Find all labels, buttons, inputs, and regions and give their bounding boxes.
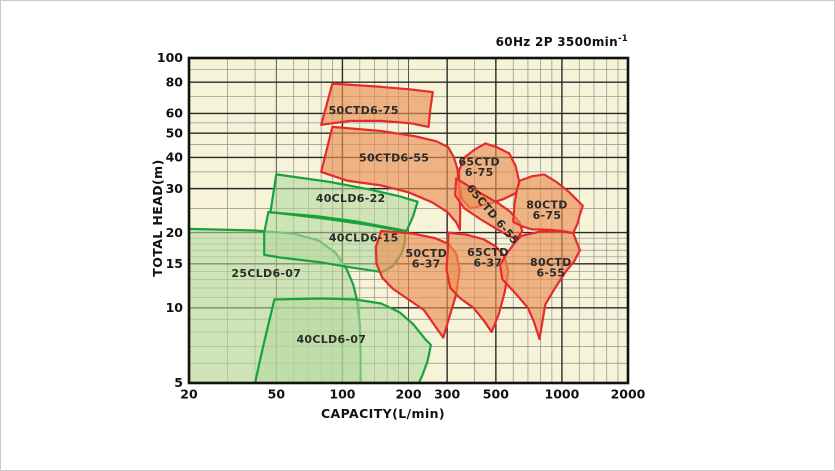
y-tick-label: 20: [166, 225, 184, 240]
region-label-40CLD6-22: 40CLD6-22: [316, 192, 386, 205]
x-tick-label: 100: [329, 387, 355, 402]
region-label-65CTD6-37: 65CTD 6-37: [467, 246, 509, 270]
x-tick-label: 2000: [611, 387, 646, 402]
y-tick-label: 50: [166, 125, 184, 140]
y-tick-label: 30: [166, 181, 184, 196]
region-label-65CTD6-75: 65CTD 6-75: [458, 155, 500, 179]
region-label-25CLD6-07: 25CLD6-07: [231, 267, 301, 280]
x-axis-title: CAPACITY(L/min): [320, 406, 446, 421]
region-label-40CLD6-07: 40CLD6-07: [296, 333, 366, 346]
x-tick-label: 20: [180, 387, 198, 402]
region-label-50CTD6-37: 50CTD 6-37: [406, 247, 448, 271]
y-tick-label: 60: [166, 106, 184, 121]
region-label-40CLD6-15: 40CLD6-15: [329, 232, 399, 245]
region-65CTD6-55: [454, 177, 524, 241]
region-50CTD6-55: [320, 125, 462, 231]
plot-border: [187, 56, 630, 385]
region-label-50CTD6-55: 50CTD6-55: [359, 151, 429, 164]
region-40CLD6-22: [269, 173, 419, 233]
region-50CTD6-75: [320, 82, 434, 128]
chart-title-superscript: -1: [617, 34, 628, 44]
y-tick-label: 10: [166, 300, 184, 315]
axis-tick-labels: 20 50 100 200 300 500 1000 2000 100 80 60 50 40 30 20 1…: [157, 50, 646, 401]
region-label-80CTD6-55: 80CTD 6-55: [530, 256, 572, 280]
x-tick-label: 1000: [545, 387, 580, 402]
region-40CLD6-07: [254, 297, 432, 383]
region-label-50CTD6-75: 50CTD6-75: [329, 104, 399, 117]
x-tick-label: 50: [268, 387, 286, 402]
y-tick-label: 80: [166, 74, 184, 89]
y-tick-label: 100: [157, 50, 183, 65]
pump-regions: [189, 82, 584, 383]
region-80CTD6-55: [499, 229, 581, 341]
x-tick-label: 500: [483, 387, 509, 402]
chart-title: 60Hz 2P 3500min-1: [1, 34, 628, 49]
region-label-80CTD6-75: 80CTD 6-75: [526, 199, 568, 223]
y-tick-label: 5: [174, 375, 183, 390]
x-tick-label: 200: [395, 387, 421, 402]
y-tick-label: 40: [166, 150, 184, 165]
y-tick-label: 15: [166, 256, 183, 271]
chart-title-main: 60Hz 2P 3500min: [495, 35, 618, 49]
region-65CTD6-37: [445, 231, 510, 334]
x-tick-label: 300: [434, 387, 460, 402]
y-axis-title: TOTAL HEAD(m): [150, 159, 165, 277]
region-50CTD6-37: [374, 229, 461, 339]
